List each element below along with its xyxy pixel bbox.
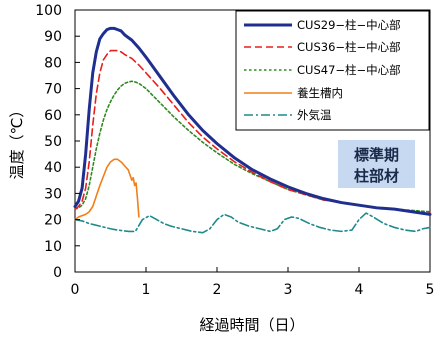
series-line-1 (74, 49, 431, 214)
y-tick-label: 70 (44, 82, 62, 98)
y-tick-label: 50 (44, 134, 62, 150)
x-axis-label: 経過時間（日） (199, 316, 304, 334)
x-tick-label: 3 (284, 282, 293, 298)
y-tick-label: 30 (44, 186, 62, 202)
series-line-3 (74, 158, 140, 221)
y-axis-label: 温度（℃） (8, 103, 26, 180)
legend-label-0: CUS29−柱−中心部 (297, 18, 401, 32)
x-tick-label: 0 (71, 282, 80, 298)
y-tick-label: 40 (44, 160, 62, 176)
legend-label-4: 外気温 (297, 108, 332, 122)
series-line-0 (73, 26, 432, 216)
legend-label-3: 養生槽内 (297, 86, 343, 100)
annotation-box: 標準期 柱部材 (338, 140, 415, 188)
annotation-line-1: 標準期 (354, 146, 399, 164)
legend-box (235, 10, 430, 131)
y-tick-label: 0 (53, 265, 62, 281)
x-tick-label: 2 (213, 282, 222, 298)
annotation-background (338, 140, 415, 188)
x-tick-label: 1 (142, 282, 151, 298)
x-tick-label: 4 (355, 282, 364, 298)
chart-marks (73, 26, 432, 234)
y-tick-label: 80 (44, 55, 62, 71)
annotation-line-2: 柱部材 (354, 167, 399, 185)
y-tick-label: 60 (44, 108, 62, 124)
series-line-4 (74, 212, 431, 234)
legend-label-1: CUS36−柱−中心部 (297, 40, 401, 54)
y-tick-label: 90 (44, 29, 62, 45)
x-tick-label: 5 (426, 282, 434, 298)
legend-label-2: CUS47−柱−中心部 (297, 63, 401, 77)
y-tick-label: 10 (44, 239, 62, 255)
y-tick-label: 20 (44, 213, 62, 229)
y-tick-label: 100 (35, 3, 62, 19)
